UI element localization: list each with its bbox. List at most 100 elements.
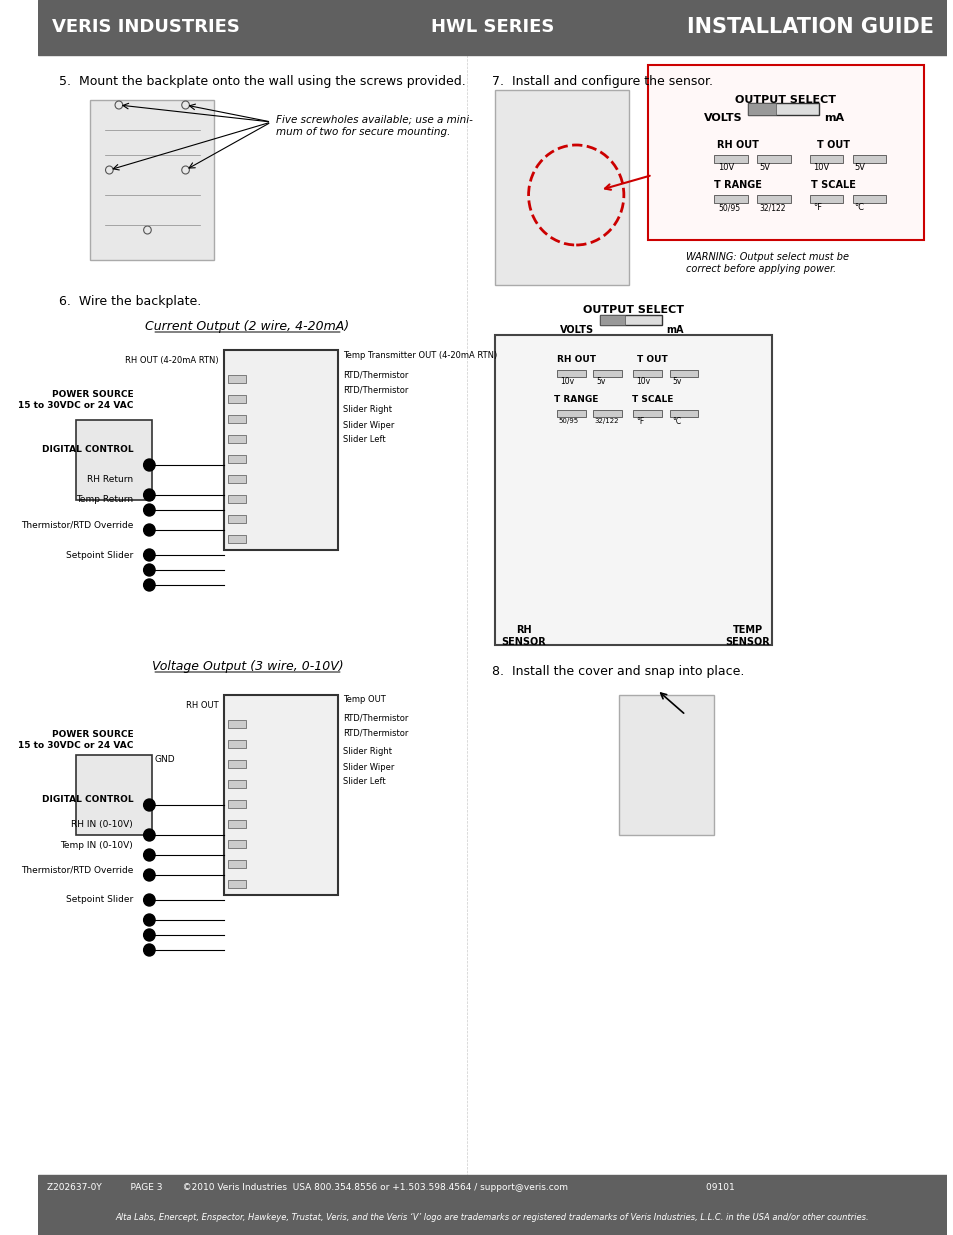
Bar <box>757 156 790 163</box>
Text: 32/122: 32/122 <box>759 204 785 212</box>
Bar <box>228 860 245 868</box>
Text: °F: °F <box>636 416 644 426</box>
Circle shape <box>144 829 155 841</box>
Bar <box>228 840 245 848</box>
Text: °C: °C <box>672 416 680 426</box>
Text: 5.  Mount the backplate onto the wall using the screws provided.: 5. Mount the backplate onto the wall usi… <box>59 75 465 88</box>
Bar <box>593 410 621 417</box>
Text: 5v: 5v <box>672 377 681 385</box>
Bar <box>852 195 885 203</box>
Circle shape <box>144 914 155 926</box>
Text: 5V: 5V <box>854 163 864 173</box>
Text: 10V: 10V <box>718 163 734 173</box>
Text: Slider Left: Slider Left <box>342 436 385 445</box>
Bar <box>669 410 698 417</box>
Text: RTD/Thermistor: RTD/Thermistor <box>342 714 408 722</box>
Bar <box>76 420 152 500</box>
Text: °F: °F <box>813 204 821 212</box>
Bar <box>228 881 245 888</box>
Circle shape <box>144 524 155 536</box>
Text: VOLTS: VOLTS <box>703 112 742 124</box>
Bar <box>38 0 946 56</box>
Text: Setpoint Slider: Setpoint Slider <box>66 551 133 559</box>
Circle shape <box>144 848 155 861</box>
Text: Temp Return: Temp Return <box>76 495 133 505</box>
Text: POWER SOURCE
15 to 30VDC or 24 VAC: POWER SOURCE 15 to 30VDC or 24 VAC <box>18 730 133 750</box>
Bar <box>228 454 245 463</box>
Text: DIGITAL CONTROL: DIGITAL CONTROL <box>42 795 133 804</box>
Text: 7.  Install and configure the sensor.: 7. Install and configure the sensor. <box>492 75 713 88</box>
Text: Temp OUT: Temp OUT <box>342 695 385 704</box>
Text: RTD/Thermistor: RTD/Thermistor <box>342 385 408 394</box>
Bar <box>228 495 245 503</box>
Bar <box>647 65 923 240</box>
Bar <box>495 90 628 285</box>
Text: INSTALLATION GUIDE: INSTALLATION GUIDE <box>686 17 933 37</box>
Text: Current Output (2 wire, 4-20mA): Current Output (2 wire, 4-20mA) <box>145 320 349 333</box>
Bar <box>633 410 661 417</box>
Bar <box>852 156 885 163</box>
Bar <box>557 410 585 417</box>
Bar <box>223 695 337 895</box>
Text: RH IN (0-10V): RH IN (0-10V) <box>71 820 133 830</box>
Bar <box>228 720 245 727</box>
Bar <box>228 781 245 788</box>
Bar <box>809 195 842 203</box>
Bar <box>228 375 245 383</box>
Text: Thermistor/RTD Override: Thermistor/RTD Override <box>21 866 133 874</box>
Bar <box>599 315 624 325</box>
Circle shape <box>144 459 155 471</box>
Bar <box>618 695 714 835</box>
Bar <box>228 760 245 768</box>
Bar <box>669 370 698 377</box>
Text: 50/95: 50/95 <box>718 204 740 212</box>
Circle shape <box>144 869 155 881</box>
Bar <box>809 156 842 163</box>
Text: OUTPUT SELECT: OUTPUT SELECT <box>735 95 836 105</box>
Bar <box>228 415 245 424</box>
Bar <box>38 1174 946 1235</box>
Bar <box>228 515 245 522</box>
Text: T RANGE: T RANGE <box>714 180 761 190</box>
Text: Slider Right: Slider Right <box>342 747 392 757</box>
Text: WARNING: Output select must be
correct before applying power.: WARNING: Output select must be correct b… <box>685 252 848 274</box>
Circle shape <box>144 564 155 576</box>
Text: T OUT: T OUT <box>816 140 849 149</box>
Text: Five screwholes available; use a mini-
mum of two for secure mounting.: Five screwholes available; use a mini- m… <box>275 115 473 137</box>
Text: OUTPUT SELECT: OUTPUT SELECT <box>582 305 683 315</box>
Text: Slider Wiper: Slider Wiper <box>342 762 394 772</box>
Circle shape <box>144 489 155 501</box>
Bar <box>747 103 776 115</box>
Text: °C: °C <box>854 204 863 212</box>
Text: VOLTS: VOLTS <box>559 325 594 335</box>
Text: RH Return: RH Return <box>87 475 133 484</box>
Circle shape <box>144 550 155 561</box>
Text: T SCALE: T SCALE <box>631 395 673 404</box>
Text: Voltage Output (3 wire, 0-10V): Voltage Output (3 wire, 0-10V) <box>152 659 343 673</box>
Text: T OUT: T OUT <box>637 354 667 364</box>
Text: mA: mA <box>666 325 683 335</box>
Text: TEMP
SENSOR: TEMP SENSOR <box>724 625 769 647</box>
Text: 10v: 10v <box>559 377 574 385</box>
Bar <box>76 755 152 835</box>
Text: Temp IN (0-10V): Temp IN (0-10V) <box>60 841 133 850</box>
Circle shape <box>144 894 155 906</box>
Text: 10v: 10v <box>636 377 650 385</box>
Bar <box>714 156 747 163</box>
Text: POWER SOURCE
15 to 30VDC or 24 VAC: POWER SOURCE 15 to 30VDC or 24 VAC <box>18 390 133 410</box>
Bar <box>714 195 747 203</box>
Text: 8.  Install the cover and snap into place.: 8. Install the cover and snap into place… <box>492 664 744 678</box>
Text: Slider Right: Slider Right <box>342 405 392 415</box>
Circle shape <box>144 579 155 592</box>
Text: RH OUT: RH OUT <box>557 354 595 364</box>
Text: 10V: 10V <box>813 163 829 173</box>
Bar <box>495 335 771 645</box>
Text: RH OUT: RH OUT <box>717 140 759 149</box>
Text: RTD/Thermistor: RTD/Thermistor <box>342 370 408 379</box>
Circle shape <box>144 944 155 956</box>
Text: Slider Wiper: Slider Wiper <box>342 420 394 430</box>
Text: 5V: 5V <box>759 163 769 173</box>
Text: Setpoint Slider: Setpoint Slider <box>66 895 133 904</box>
Text: 50/95: 50/95 <box>558 417 578 424</box>
Bar <box>228 395 245 403</box>
